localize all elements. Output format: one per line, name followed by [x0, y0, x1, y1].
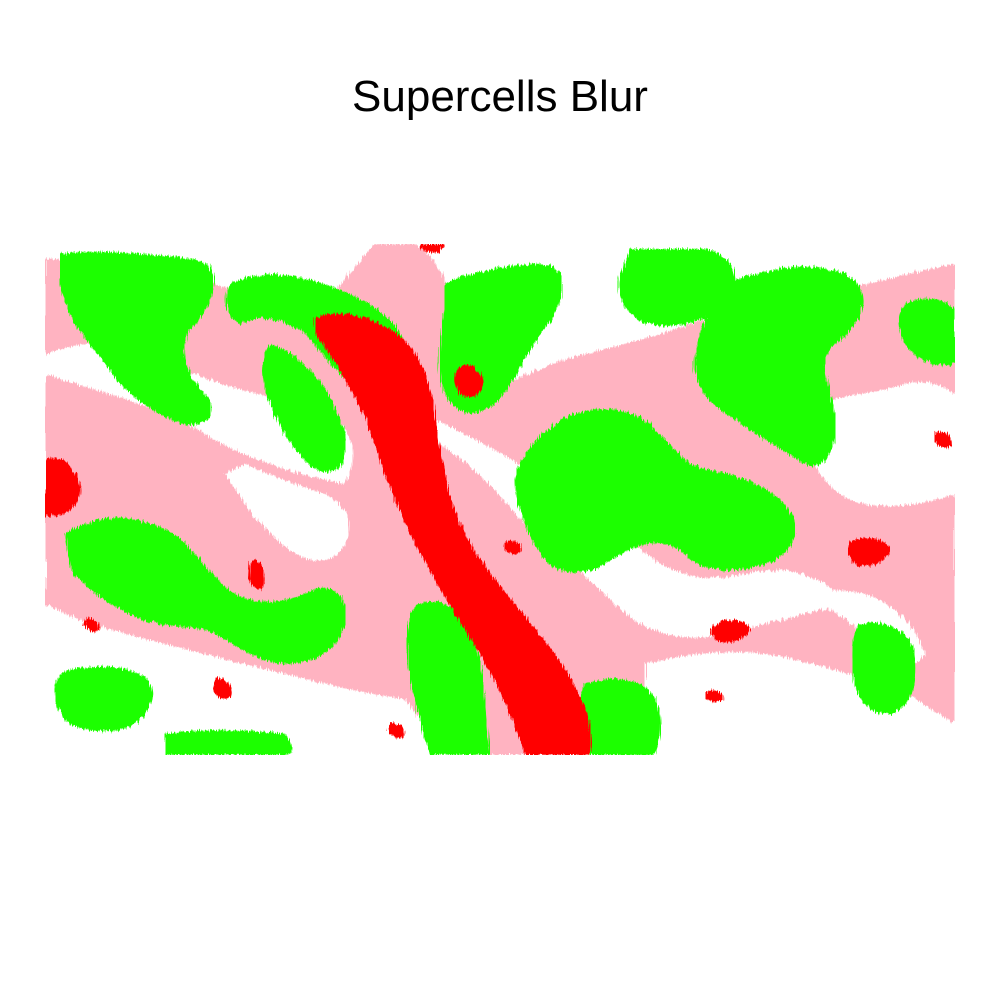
blurred-cell-map	[45, 244, 955, 755]
red-region	[388, 723, 406, 738]
map-canvas	[45, 244, 955, 755]
red-region	[847, 537, 890, 567]
figure-title: Supercells Blur	[352, 72, 648, 121]
green-region	[60, 251, 214, 425]
red-region-layer	[45, 244, 952, 755]
red-region	[705, 690, 724, 703]
green-region-layer	[54, 249, 955, 755]
white-gap	[645, 652, 955, 755]
green-region	[65, 518, 346, 664]
green-region	[618, 249, 736, 326]
red-region	[249, 561, 266, 590]
green-region	[262, 344, 346, 473]
red-region	[454, 365, 483, 397]
green-region	[406, 601, 490, 755]
red-region	[711, 619, 750, 643]
green-region	[578, 679, 660, 755]
green-region	[851, 622, 917, 715]
white-gap	[45, 604, 440, 755]
red-diagonal-band	[315, 313, 591, 755]
white-gap	[805, 382, 955, 506]
red-region	[934, 431, 952, 448]
green-region	[515, 409, 796, 573]
red-region	[84, 618, 100, 632]
red-region	[213, 678, 232, 700]
green-region	[694, 266, 864, 466]
green-region	[165, 730, 292, 755]
green-region	[54, 666, 153, 732]
red-region	[45, 457, 81, 516]
red-region	[420, 244, 445, 253]
white-gap	[405, 414, 845, 638]
white-gap	[225, 464, 349, 561]
red-region	[504, 540, 522, 554]
green-region	[899, 298, 955, 366]
